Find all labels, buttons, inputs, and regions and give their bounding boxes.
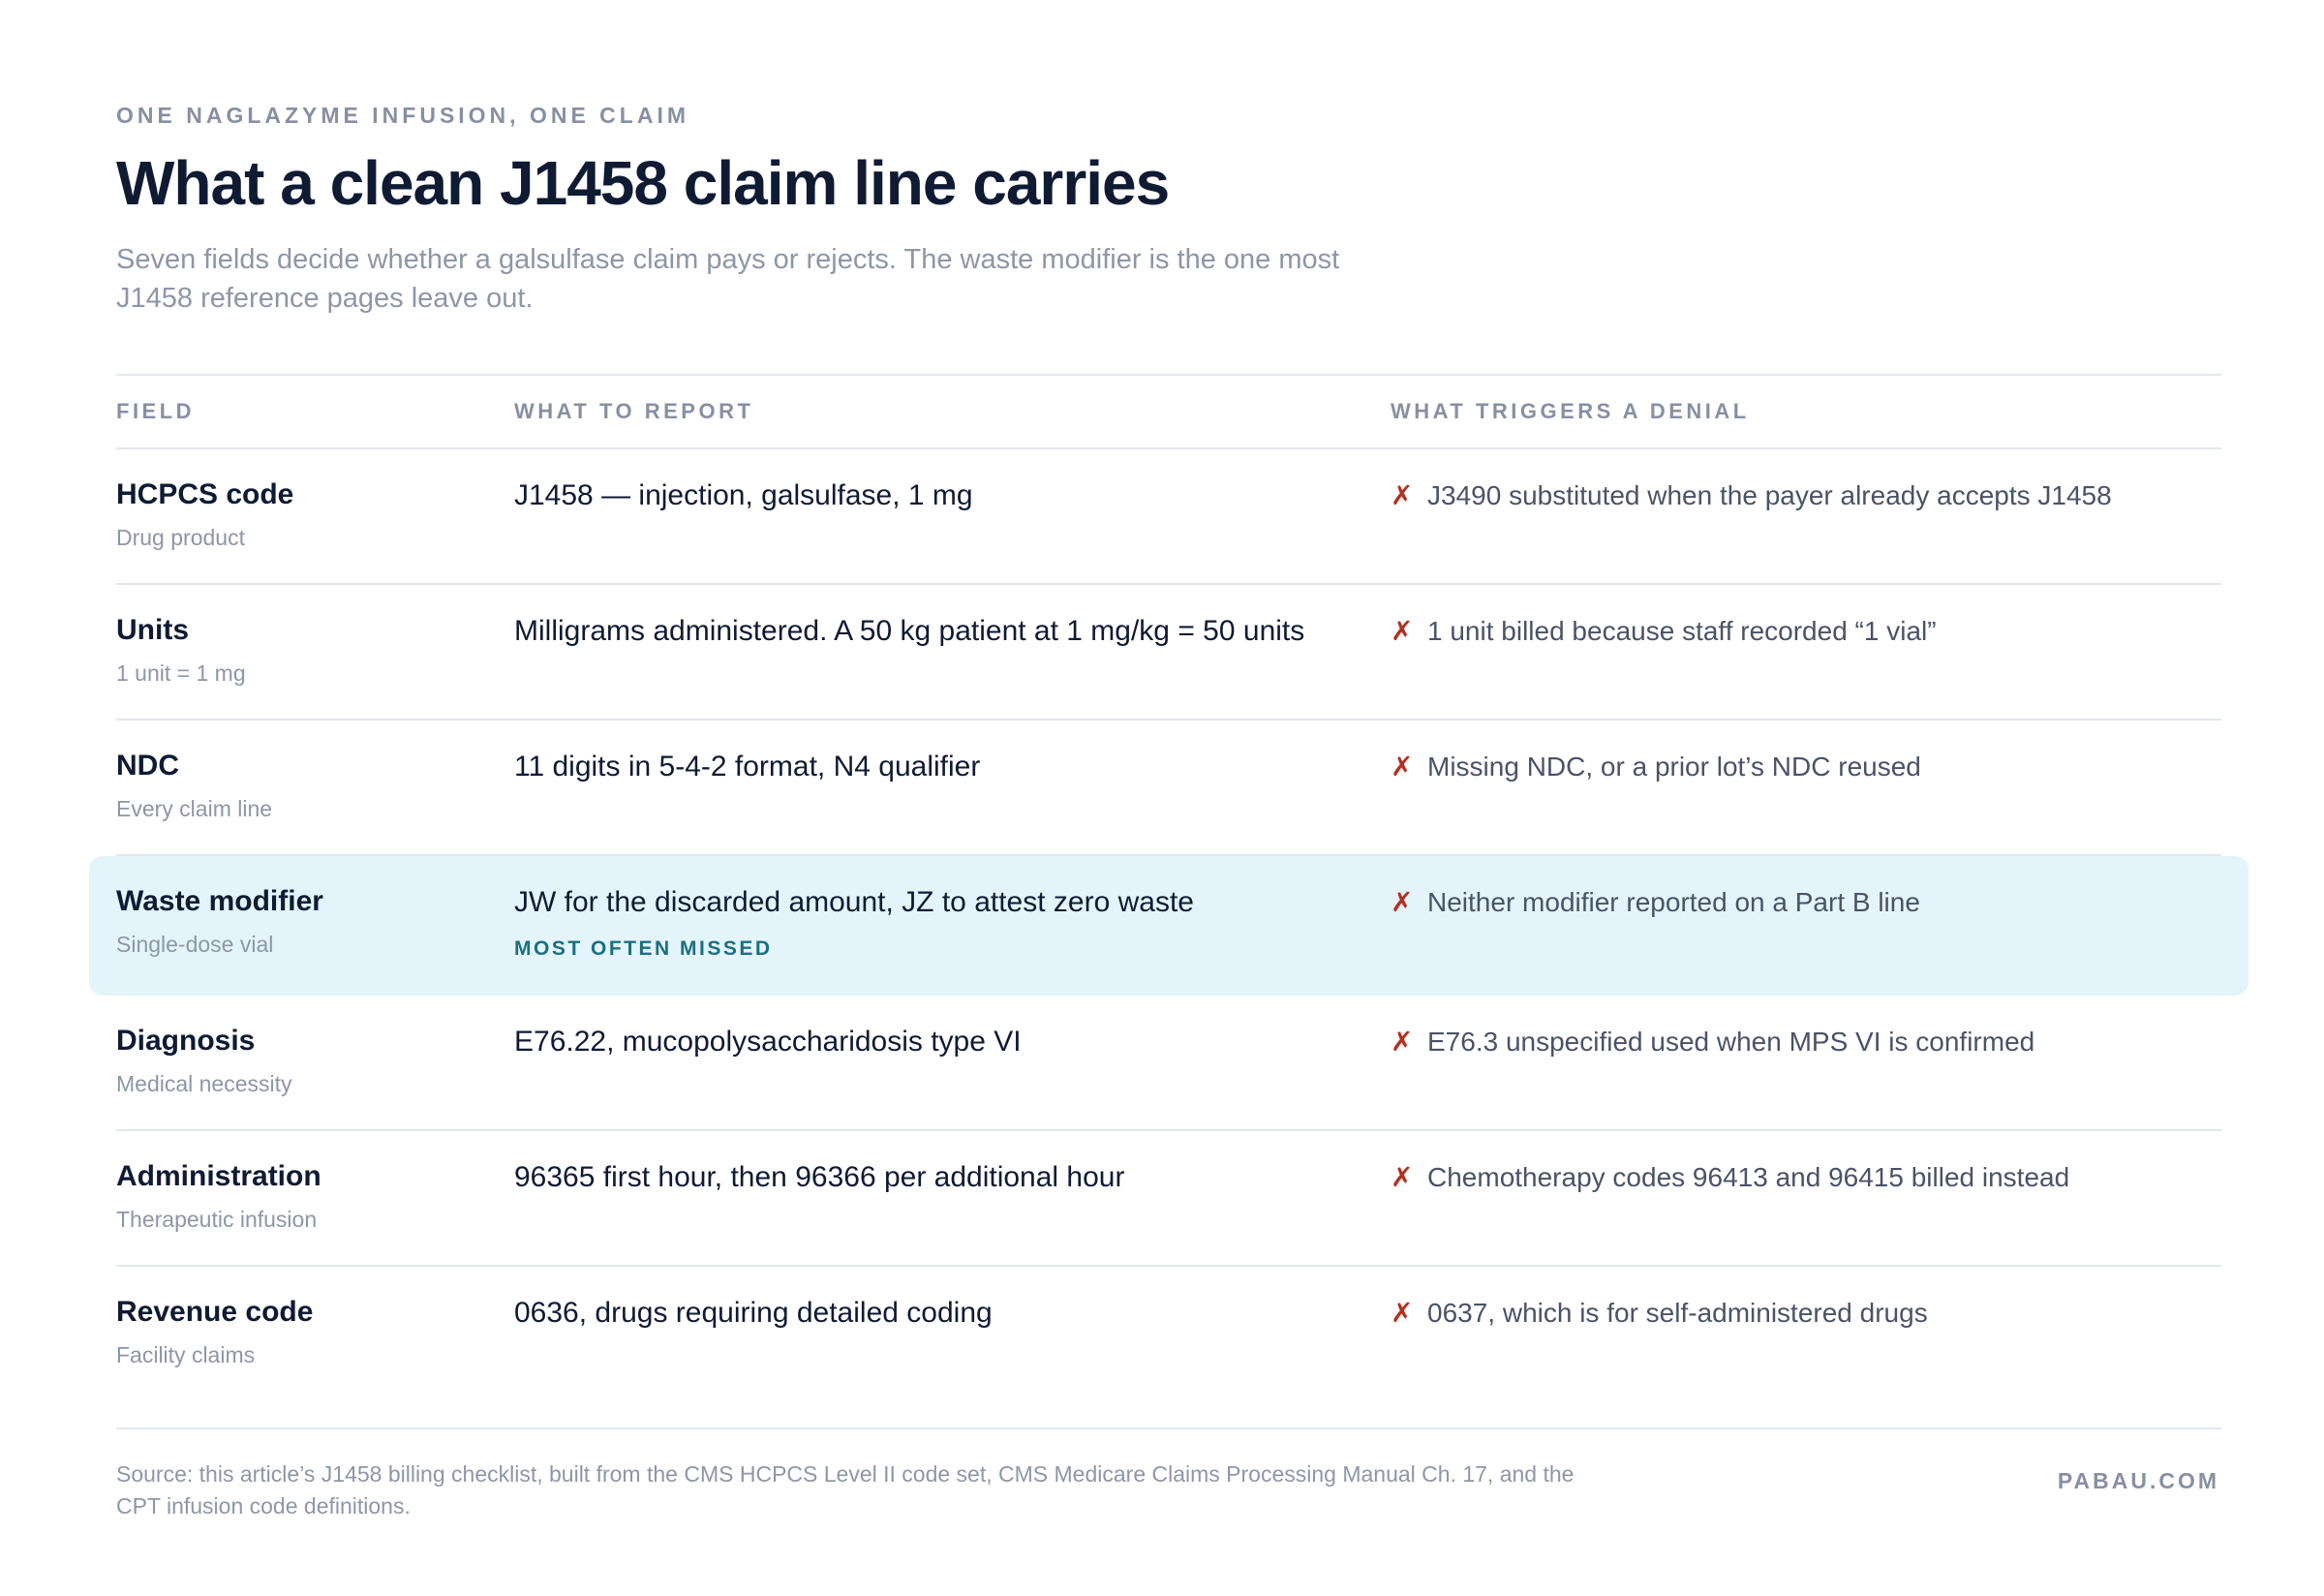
- most-missed-tag: MOST OFTEN MISSED: [514, 937, 773, 960]
- table-row: HCPCS code Drug product J1458 — injection,…: [116, 449, 2221, 585]
- x-mark-icon: ✗: [1391, 1027, 1414, 1057]
- field-name: NDC: [116, 750, 179, 782]
- table-row: Revenue code Facility claims 0636, drugs r…: [116, 1267, 2221, 1429]
- denial-reason: ✗ Neither modifier reported on a Part B l…: [1391, 886, 1920, 918]
- column-header-field: FIELD: [116, 399, 196, 423]
- report-value: E76.22, mucopolysaccharidosis type VI: [514, 1026, 1022, 1058]
- x-mark-icon: ✗: [1391, 1298, 1414, 1328]
- denial-reason: ✗ 1 unit billed because staff recorded “1…: [1391, 615, 1937, 647]
- field-name: Administration: [116, 1160, 321, 1192]
- report-value: J1458 — injection, galsulfase, 1 mg: [514, 479, 973, 511]
- report-value: 0636, drugs requiring detailed coding: [514, 1297, 993, 1329]
- table-body: HCPCS code Drug product J1458 — injection,…: [89, 449, 2248, 1429]
- page-subtitle: Seven fields decide whether a galsulfase…: [116, 244, 1340, 314]
- brand-label: PABAU.COM: [2057, 1468, 2219, 1493]
- denial-reason: ✗ 0637, which is for self-administered dr…: [1391, 1297, 1928, 1329]
- row-content: Units 1 unit = 1 mg Milligrams administere…: [116, 585, 2221, 719]
- row-content: HCPCS code Drug product J1458 — injection,…: [116, 449, 2221, 583]
- page-title: What a clean J1458 claim line carries: [116, 148, 1170, 218]
- denial-text: 0637, which is for self-administered dru…: [1427, 1298, 1928, 1328]
- field-name: HCPCS code: [116, 478, 294, 510]
- table-row: Waste modifier Single-dose vial JW for the…: [89, 856, 2248, 996]
- denial-reason: ✗ Missing NDC, or a prior lot’s NDC reuse…: [1391, 751, 1921, 783]
- field-name: Revenue code: [116, 1296, 314, 1328]
- denial-text: E76.3 unspecified used when MPS VI is co…: [1427, 1027, 2035, 1057]
- row-content: Waste modifier Single-dose vial JW for the…: [116, 856, 2276, 996]
- row-content: Administration Therapeutic infusion 96365 …: [116, 1131, 2221, 1265]
- field-description: Medical necessity: [116, 1071, 292, 1096]
- field-description: Drug product: [116, 525, 245, 550]
- denial-text: Chemotherapy codes 96413 and 96415 bille…: [1427, 1162, 2070, 1192]
- row-content: NDC Every claim line 11 digits in 5-4-2 fo…: [116, 721, 2221, 854]
- denial-text: 1 unit billed because staff recorded “1 …: [1427, 616, 1937, 646]
- field-name: Diagnosis: [116, 1025, 256, 1057]
- table-row: Administration Therapeutic infusion 96365 …: [116, 1131, 2221, 1267]
- table-row: Diagnosis Medical necessity E76.22, mucopo…: [116, 996, 2221, 1131]
- column-header-report: WHAT TO REPORT: [514, 399, 754, 423]
- table-row: NDC Every claim line 11 digits in 5-4-2 fo…: [116, 721, 2221, 856]
- report-value: JW for the discarded amount, JZ to attes…: [514, 886, 1194, 918]
- denial-reason: ✗ E76.3 unspecified used when MPS VI is c…: [1391, 1026, 2034, 1058]
- source-note: Source: this article’s J1458 billing che…: [116, 1461, 1575, 1519]
- claim-fields-table: FIELD WHAT TO REPORT WHAT TRIGGERS A DEN…: [89, 374, 2248, 1429]
- field-description: Facility claims: [116, 1342, 256, 1367]
- x-mark-icon: ✗: [1391, 887, 1414, 917]
- denial-reason: ✗ J3490 substituted when the payer alread…: [1391, 479, 2112, 511]
- table-row: Units 1 unit = 1 mg Milligrams administere…: [116, 585, 2221, 721]
- denial-reason: ✗ Chemotherapy codes 96413 and 96415 bill…: [1391, 1161, 2069, 1193]
- field-name: Units: [116, 614, 189, 646]
- denial-text: Neither modifier reported on a Part B li…: [1427, 887, 1920, 917]
- x-mark-icon: ✗: [1391, 616, 1414, 646]
- field-description: Therapeutic infusion: [116, 1207, 318, 1232]
- x-mark-icon: ✗: [1391, 480, 1414, 510]
- field-name: Waste modifier: [116, 885, 323, 917]
- field-description: Every claim line: [116, 796, 273, 821]
- eyebrow: ONE NAGLAZYME INFUSION, ONE CLAIM: [116, 103, 689, 128]
- row-content: Diagnosis Medical necessity E76.22, mucopo…: [116, 996, 2221, 1129]
- field-description: 1 unit = 1 mg: [116, 660, 246, 686]
- field-description: Single-dose vial: [116, 932, 274, 957]
- report-value: 11 digits in 5-4-2 format, N4 qualifier: [514, 751, 981, 783]
- x-mark-icon: ✗: [1391, 752, 1414, 782]
- denial-text: Missing NDC, or a prior lot’s NDC reused: [1427, 752, 1921, 782]
- denial-text: J3490 substituted when the payer already…: [1427, 480, 2112, 510]
- column-header-denial: WHAT TRIGGERS A DENIAL: [1391, 399, 1750, 423]
- table-header: FIELD WHAT TO REPORT WHAT TRIGGERS A DEN…: [116, 374, 2221, 449]
- report-value: 96365 first hour, then 96366 per additio…: [514, 1161, 1125, 1193]
- x-mark-icon: ✗: [1391, 1162, 1414, 1192]
- row-content: Revenue code Facility claims 0636, drugs r…: [116, 1267, 2221, 1427]
- report-value: Milligrams administered. A 50 kg patient…: [514, 615, 1305, 647]
